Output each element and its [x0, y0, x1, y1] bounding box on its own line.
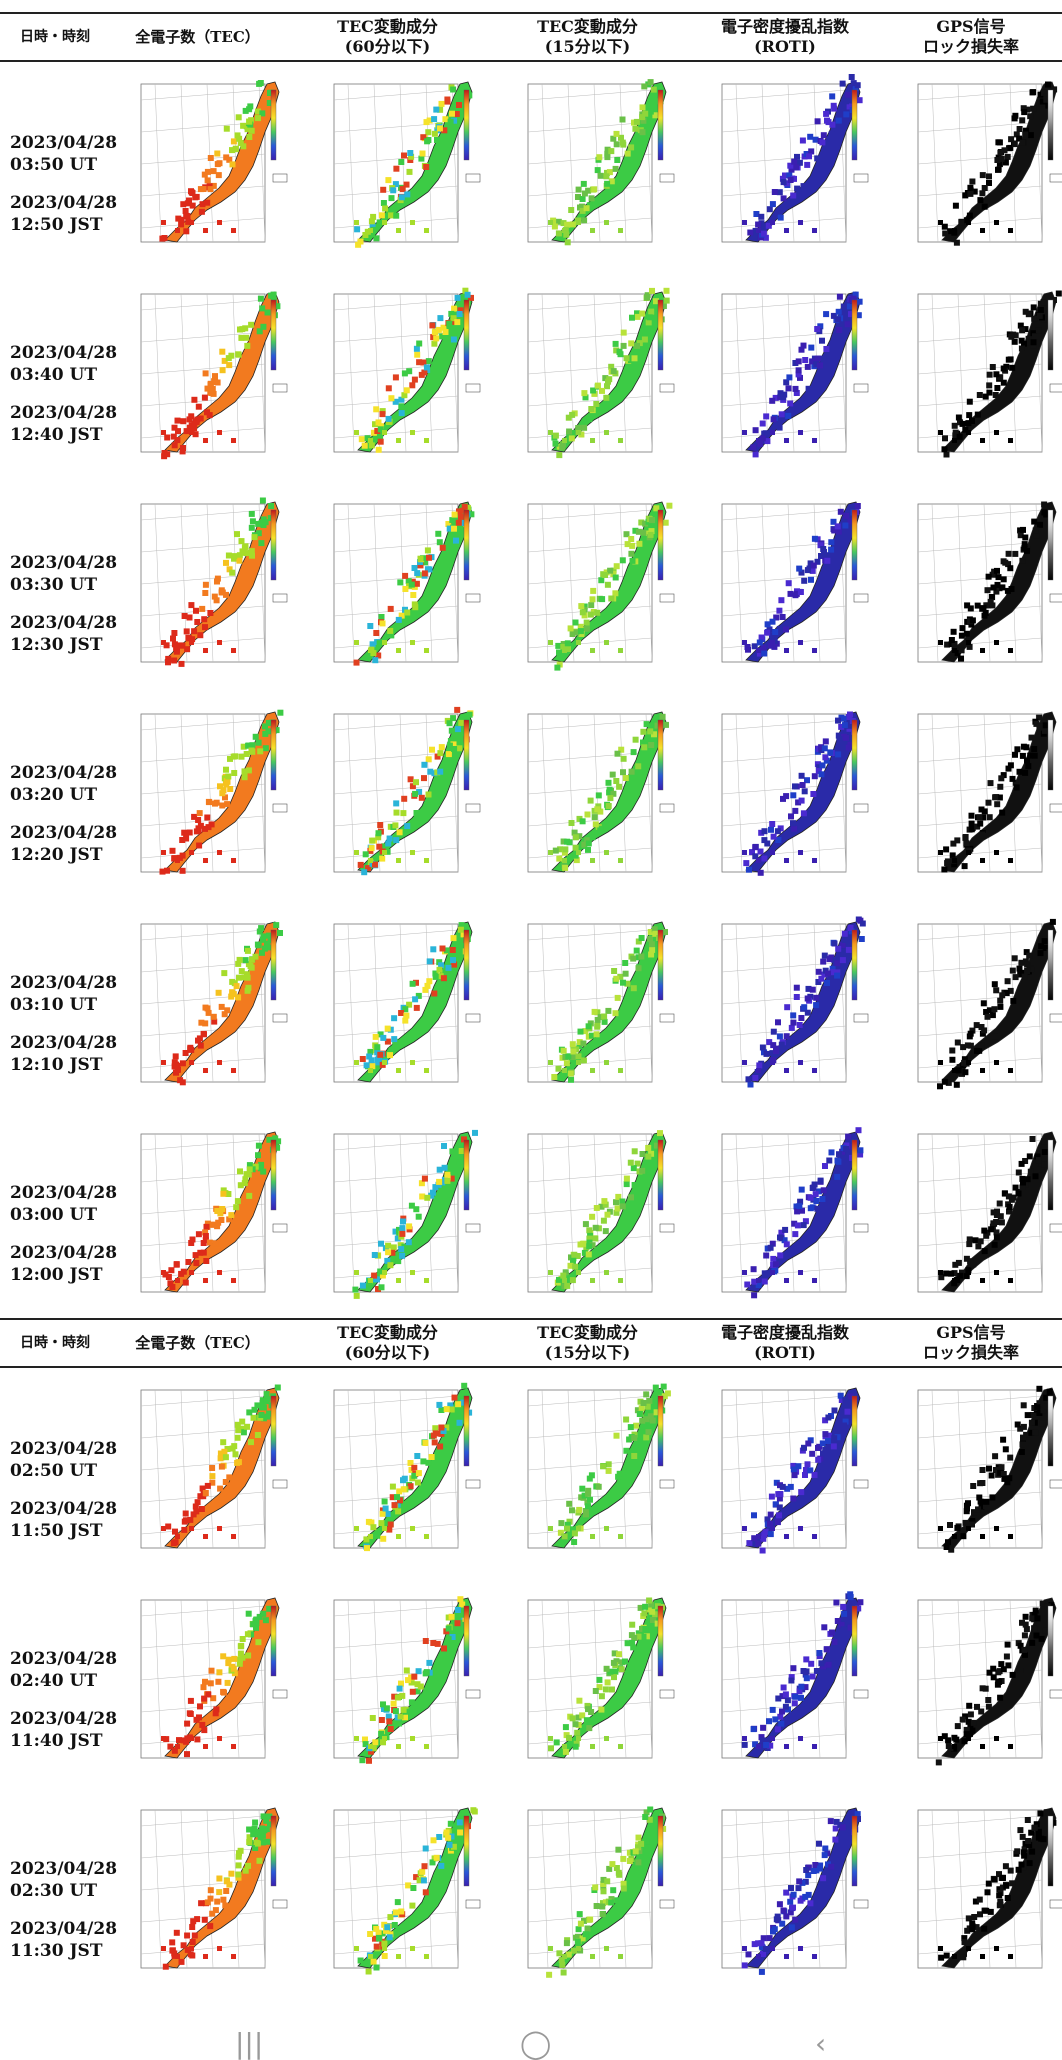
time-jst-label: 2023/04/28 12:50 JST — [10, 193, 118, 235]
tec-map-thumbnail[interactable] — [125, 1586, 297, 1778]
tec-map-thumbnail[interactable] — [125, 910, 297, 1102]
header-datetime: 日時・時刻 — [20, 1335, 90, 1351]
back-icon[interactable]: ‹ — [815, 2027, 827, 2060]
header-datetime: 日時・時刻 — [20, 29, 90, 45]
lol-map-thumbnail[interactable] — [902, 1796, 1062, 1988]
tec-map-thumbnail[interactable] — [125, 1120, 297, 1312]
lol-map-thumbnail[interactable] — [902, 910, 1062, 1102]
header-dtec15: TEC変動成分 (15分以下) — [537, 17, 638, 56]
lol-map-thumbnail[interactable] — [902, 70, 1062, 262]
roti-map-thumbnail[interactable] — [706, 280, 878, 472]
table-row: 2023/04/28 03:10 UT 2023/04/28 12:10 JST — [0, 902, 1062, 1112]
header-roti: 電子密度擾乱指数 (ROTI) — [720, 17, 849, 56]
time-jst-label: 2023/04/28 11:50 JST — [10, 1499, 118, 1541]
recent-apps-icon[interactable]: ||| — [235, 2027, 264, 2060]
dtec60-map-thumbnail[interactable] — [318, 910, 490, 1102]
table-row: 2023/04/28 03:40 UT 2023/04/28 12:40 JST — [0, 272, 1062, 482]
dtec15-map-thumbnail[interactable] — [512, 1376, 684, 1568]
header-tec: 全電子数（TEC） — [135, 1334, 260, 1352]
dtec15-map-thumbnail[interactable] — [512, 70, 684, 262]
lol-map-thumbnail[interactable] — [902, 700, 1062, 892]
lol-map-thumbnail[interactable] — [902, 1120, 1062, 1312]
time-jst-label: 2023/04/28 12:40 JST — [10, 403, 118, 445]
time-jst-label: 2023/04/28 11:40 JST — [10, 1709, 118, 1751]
home-icon[interactable]: ◯ — [520, 2027, 552, 2060]
lol-map-thumbnail[interactable] — [902, 280, 1062, 472]
time-ut-label: 2023/04/28 03:00 UT — [10, 1183, 118, 1225]
dtec15-map-thumbnail[interactable] — [512, 280, 684, 472]
tec-map-thumbnail[interactable] — [125, 490, 297, 682]
table-row: 2023/04/28 03:30 UT 2023/04/28 12:30 JST — [0, 482, 1062, 692]
roti-map-thumbnail[interactable] — [706, 1120, 878, 1312]
lol-map-thumbnail[interactable] — [902, 1376, 1062, 1568]
tec-map-thumbnail[interactable] — [125, 700, 297, 892]
tec-map-thumbnail[interactable] — [125, 1376, 297, 1568]
roti-map-thumbnail[interactable] — [706, 1376, 878, 1568]
time-jst-label: 2023/04/28 11:30 JST — [10, 1919, 118, 1961]
header-tec: 全電子数（TEC） — [135, 28, 260, 46]
dtec60-map-thumbnail[interactable] — [318, 70, 490, 262]
table-row: 2023/04/28 02:40 UT 2023/04/28 11:40 JST — [0, 1578, 1062, 1788]
time-jst-label: 2023/04/28 12:10 JST — [10, 1033, 118, 1075]
header-lol: GPS信号 ロック損失率 — [922, 1323, 1019, 1362]
dtec60-map-thumbnail[interactable] — [318, 1376, 490, 1568]
time-ut-label: 2023/04/28 03:30 UT — [10, 553, 118, 595]
table-row: 2023/04/28 03:20 UT 2023/04/28 12:20 JST — [0, 692, 1062, 902]
tec-map-thumbnail[interactable] — [125, 1796, 297, 1988]
table-row: 2023/04/28 03:50 UT 2023/04/28 12:50 JST — [0, 62, 1062, 272]
dtec15-map-thumbnail[interactable] — [512, 490, 684, 682]
header-roti: 電子密度擾乱指数 (ROTI) — [720, 1323, 849, 1362]
time-ut-label: 2023/04/28 03:10 UT — [10, 973, 118, 1015]
header-lol: GPS信号 ロック損失率 — [922, 17, 1019, 56]
time-ut-label: 2023/04/28 02:30 UT — [10, 1859, 118, 1901]
roti-map-thumbnail[interactable] — [706, 1586, 878, 1778]
lol-map-thumbnail[interactable] — [902, 1586, 1062, 1778]
dtec60-map-thumbnail[interactable] — [318, 1120, 490, 1312]
dtec15-map-thumbnail[interactable] — [512, 700, 684, 892]
dtec60-map-thumbnail[interactable] — [318, 700, 490, 892]
tec-map-thumbnail[interactable] — [125, 280, 297, 472]
header-dtec15: TEC変動成分 (15分以下) — [537, 1323, 638, 1362]
time-ut-label: 2023/04/28 03:40 UT — [10, 343, 118, 385]
time-ut-label: 2023/04/28 02:50 UT — [10, 1439, 118, 1481]
header-dtec60: TEC変動成分 (60分以下) — [337, 17, 438, 56]
table-row: 2023/04/28 02:30 UT 2023/04/28 11:30 JST — [0, 1788, 1062, 1998]
roti-map-thumbnail[interactable] — [706, 700, 878, 892]
dtec60-map-thumbnail[interactable] — [318, 280, 490, 472]
dtec60-map-thumbnail[interactable] — [318, 490, 490, 682]
time-jst-label: 2023/04/28 12:30 JST — [10, 613, 118, 655]
roti-map-thumbnail[interactable] — [706, 1796, 878, 1988]
time-ut-label: 2023/04/28 03:50 UT — [10, 133, 118, 175]
time-jst-label: 2023/04/28 12:00 JST — [10, 1243, 118, 1285]
dtec15-map-thumbnail[interactable] — [512, 1796, 684, 1988]
dtec60-map-thumbnail[interactable] — [318, 1796, 490, 1988]
lol-map-thumbnail[interactable] — [902, 490, 1062, 682]
column-header-row: 日時・時刻 全電子数（TEC） TEC変動成分 (60分以下) TEC変動成分 … — [0, 12, 1062, 62]
table-row: 2023/04/28 03:00 UT 2023/04/28 12:00 JST — [0, 1112, 1062, 1322]
system-navigation-bar — [0, 2020, 1062, 2052]
table-row: 2023/04/28 02:50 UT 2023/04/28 11:50 JST — [0, 1368, 1062, 1578]
dtec15-map-thumbnail[interactable] — [512, 1120, 684, 1312]
time-jst-label: 2023/04/28 12:20 JST — [10, 823, 118, 865]
tec-map-thumbnail[interactable] — [125, 70, 297, 262]
dtec15-map-thumbnail[interactable] — [512, 910, 684, 1102]
time-ut-label: 2023/04/28 03:20 UT — [10, 763, 118, 805]
header-dtec60: TEC変動成分 (60分以下) — [337, 1323, 438, 1362]
dtec60-map-thumbnail[interactable] — [318, 1586, 490, 1778]
roti-map-thumbnail[interactable] — [706, 490, 878, 682]
roti-map-thumbnail[interactable] — [706, 910, 878, 1102]
roti-map-thumbnail[interactable] — [706, 70, 878, 262]
time-ut-label: 2023/04/28 02:40 UT — [10, 1649, 118, 1691]
dtec15-map-thumbnail[interactable] — [512, 1586, 684, 1778]
column-header-row-repeat: 日時・時刻 全電子数（TEC） TEC変動成分 (60分以下) TEC変動成分 … — [0, 1318, 1062, 1368]
